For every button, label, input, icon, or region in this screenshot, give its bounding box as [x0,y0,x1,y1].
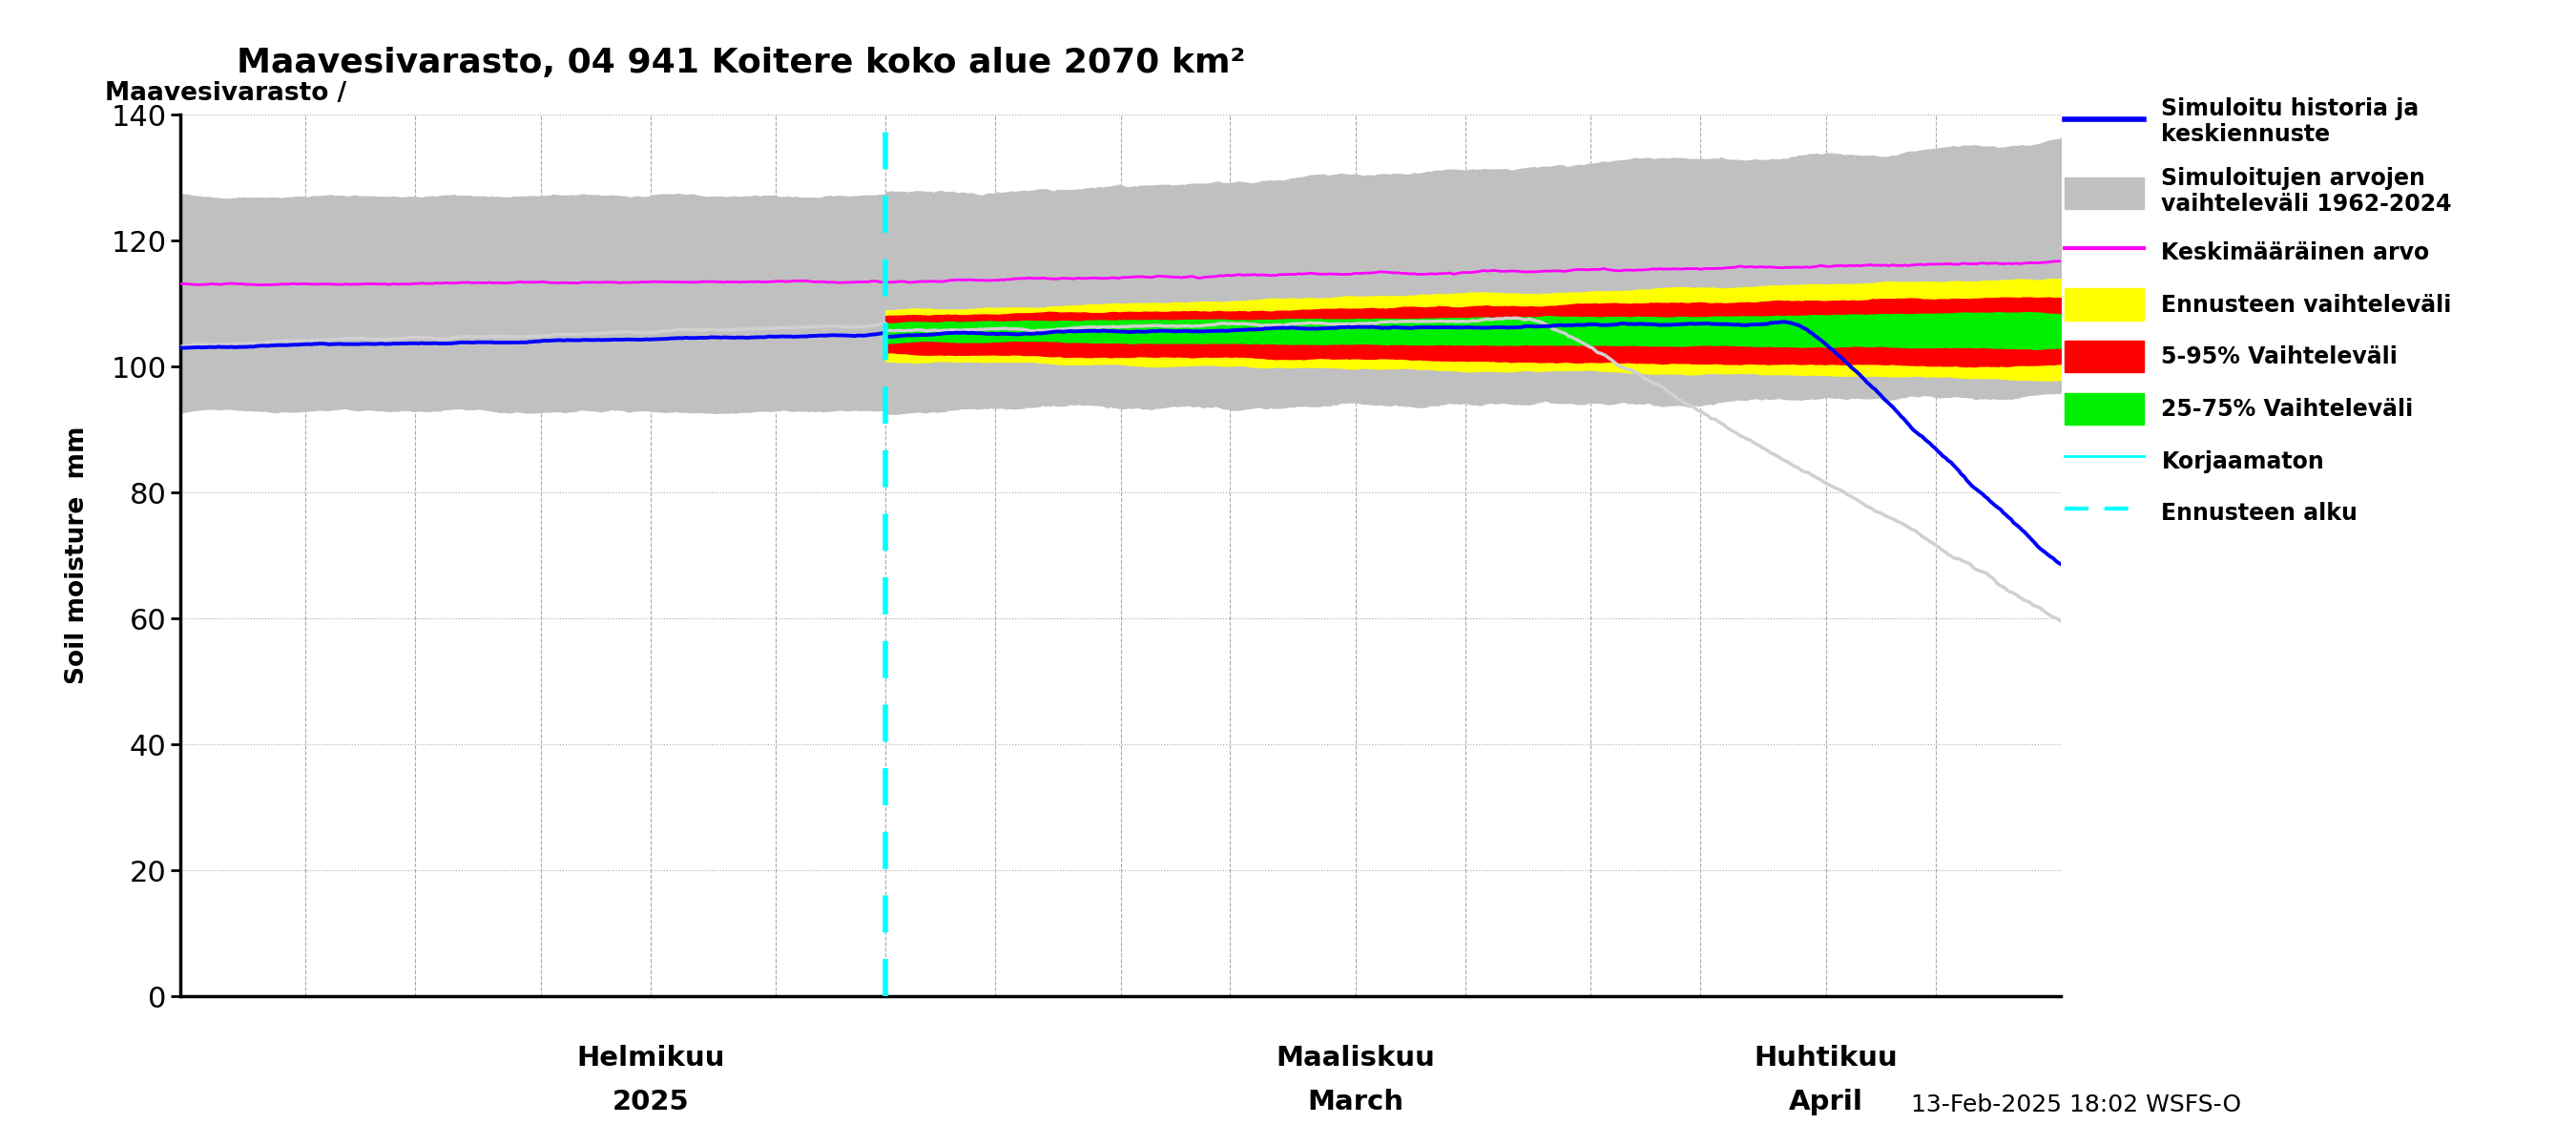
Text: Maavesivarasto /: Maavesivarasto / [106,81,348,105]
Text: 13-Feb-2025 18:02 WSFS-O: 13-Feb-2025 18:02 WSFS-O [1911,1093,2241,1116]
Legend: Simuloitu historia ja
keskiennuste, Simuloitujen arvojen
vaihteleväli 1962-2024,: Simuloitu historia ja keskiennuste, Simu… [2063,97,2452,529]
Text: 2025: 2025 [613,1089,688,1115]
Text: March: March [1309,1089,1404,1115]
Text: Soil moisture  mm: Soil moisture mm [64,426,90,685]
Text: Maaliskuu: Maaliskuu [1275,1044,1435,1072]
Text: Helmikuu: Helmikuu [577,1044,724,1072]
Text: Maavesivarasto, 04 941 Koitere koko alue 2070 km²: Maavesivarasto, 04 941 Koitere koko alue… [237,47,1244,79]
Text: April: April [1788,1089,1862,1115]
Text: Huhtikuu: Huhtikuu [1754,1044,1899,1072]
